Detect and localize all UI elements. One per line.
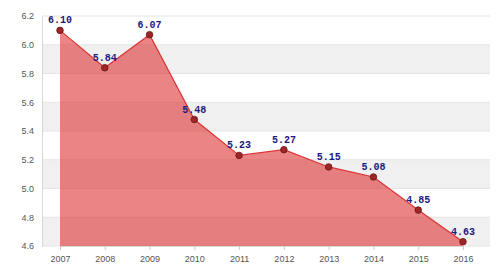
y-tick: 5.4 <box>21 126 42 136</box>
x-tick-label: 2012 <box>274 254 294 264</box>
y-tick-label: 6.2 <box>21 11 34 21</box>
x-tick: 2016 <box>453 246 473 264</box>
marker <box>281 146 288 153</box>
x-tick-mark <box>463 246 464 250</box>
marker <box>191 116 198 123</box>
x-tick: 2009 <box>140 246 160 264</box>
y-tick: 5.6 <box>21 98 42 108</box>
plot-area <box>57 27 467 246</box>
grid-line <box>42 44 490 45</box>
x-tick-label: 2013 <box>319 254 339 264</box>
data-label: 5.84 <box>93 53 117 64</box>
y-axis: 4.6 4.8 5.0 5.2 5.4 5.6 5.8 6.0 6.2 <box>21 11 42 251</box>
x-tick-mark <box>329 246 330 250</box>
marker <box>370 174 377 181</box>
data-label: 6.10 <box>48 15 72 26</box>
data-label: 5.48 <box>182 105 206 116</box>
y-axis-line <box>42 17 43 247</box>
y-tick: 5.2 <box>21 155 42 165</box>
x-tick-label: 2009 <box>140 254 160 264</box>
y-tick-label: 5.4 <box>21 126 34 136</box>
x-tick: 2012 <box>274 246 294 264</box>
data-label: 5.23 <box>227 140 251 151</box>
x-tick: 2008 <box>95 246 115 264</box>
x-tick-mark <box>150 246 151 250</box>
y-tick: 6.2 <box>21 11 42 21</box>
marker <box>57 27 64 34</box>
y-tick-label: 5.8 <box>21 69 34 79</box>
data-labels: 6.10 5.84 6.07 5.48 5.23 5.27 5.15 5.08 4.85 4.63 <box>48 15 475 237</box>
data-label: 6.07 <box>138 20 162 31</box>
x-tick-mark <box>373 246 374 250</box>
x-axis: 2007 2008 2009 2010 2011 2012 2013 2014 2015 2016 <box>50 246 473 264</box>
marker <box>460 238 467 245</box>
marker <box>146 31 153 38</box>
y-tick: 5.8 <box>21 69 42 79</box>
grid <box>42 16 490 246</box>
x-tick-mark <box>105 246 106 250</box>
y-tick-label: 5.0 <box>21 184 34 194</box>
y-tick-label: 5.6 <box>21 98 34 108</box>
x-tick-label: 2008 <box>95 254 115 264</box>
marker <box>415 207 422 214</box>
marker <box>236 152 243 159</box>
x-tick-label: 2010 <box>185 254 205 264</box>
y-tick: 4.6 <box>21 241 42 251</box>
x-tick: 2010 <box>185 246 205 264</box>
x-tick: 2011 <box>230 246 249 264</box>
data-label: 4.85 <box>406 195 430 206</box>
x-tick-mark <box>194 246 195 250</box>
chart: 4.64.85.05.25.45.65.86.06.22007200820092… <box>0 0 499 274</box>
y-tick: 4.8 <box>21 213 42 223</box>
area <box>60 30 463 246</box>
x-tick-label: 2015 <box>409 254 429 264</box>
x-tick-label: 2007 <box>50 254 70 264</box>
grid-line <box>42 16 490 17</box>
x-tick-label: 2011 <box>230 254 249 264</box>
x-tick-mark <box>418 246 419 250</box>
grid-band <box>42 16 490 45</box>
y-tick-label: 6.0 <box>21 40 34 50</box>
x-tick: 2013 <box>319 246 339 264</box>
line <box>60 30 463 241</box>
x-tick-mark <box>284 246 285 250</box>
x-tick-mark <box>60 246 61 250</box>
y-tick-label: 5.2 <box>21 155 34 165</box>
marker <box>101 64 108 71</box>
x-tick: 2015 <box>409 246 429 264</box>
x-tick: 2014 <box>364 246 384 264</box>
x-tick-label: 2016 <box>453 254 473 264</box>
y-tick: 5.0 <box>21 184 42 194</box>
x-tick-mark <box>239 246 240 250</box>
y-tick: 6.0 <box>21 40 42 50</box>
x-axis-line <box>61 247 464 251</box>
data-label: 5.15 <box>317 152 341 163</box>
x-tick: 2007 <box>50 246 70 264</box>
y-tick-label: 4.6 <box>21 241 34 251</box>
marker <box>325 164 332 171</box>
x-tick-label: 2014 <box>364 254 384 264</box>
data-label: 4.63 <box>451 227 475 238</box>
data-label: 5.08 <box>361 162 385 173</box>
y-tick-label: 4.8 <box>21 213 34 223</box>
data-label: 5.27 <box>272 135 296 146</box>
